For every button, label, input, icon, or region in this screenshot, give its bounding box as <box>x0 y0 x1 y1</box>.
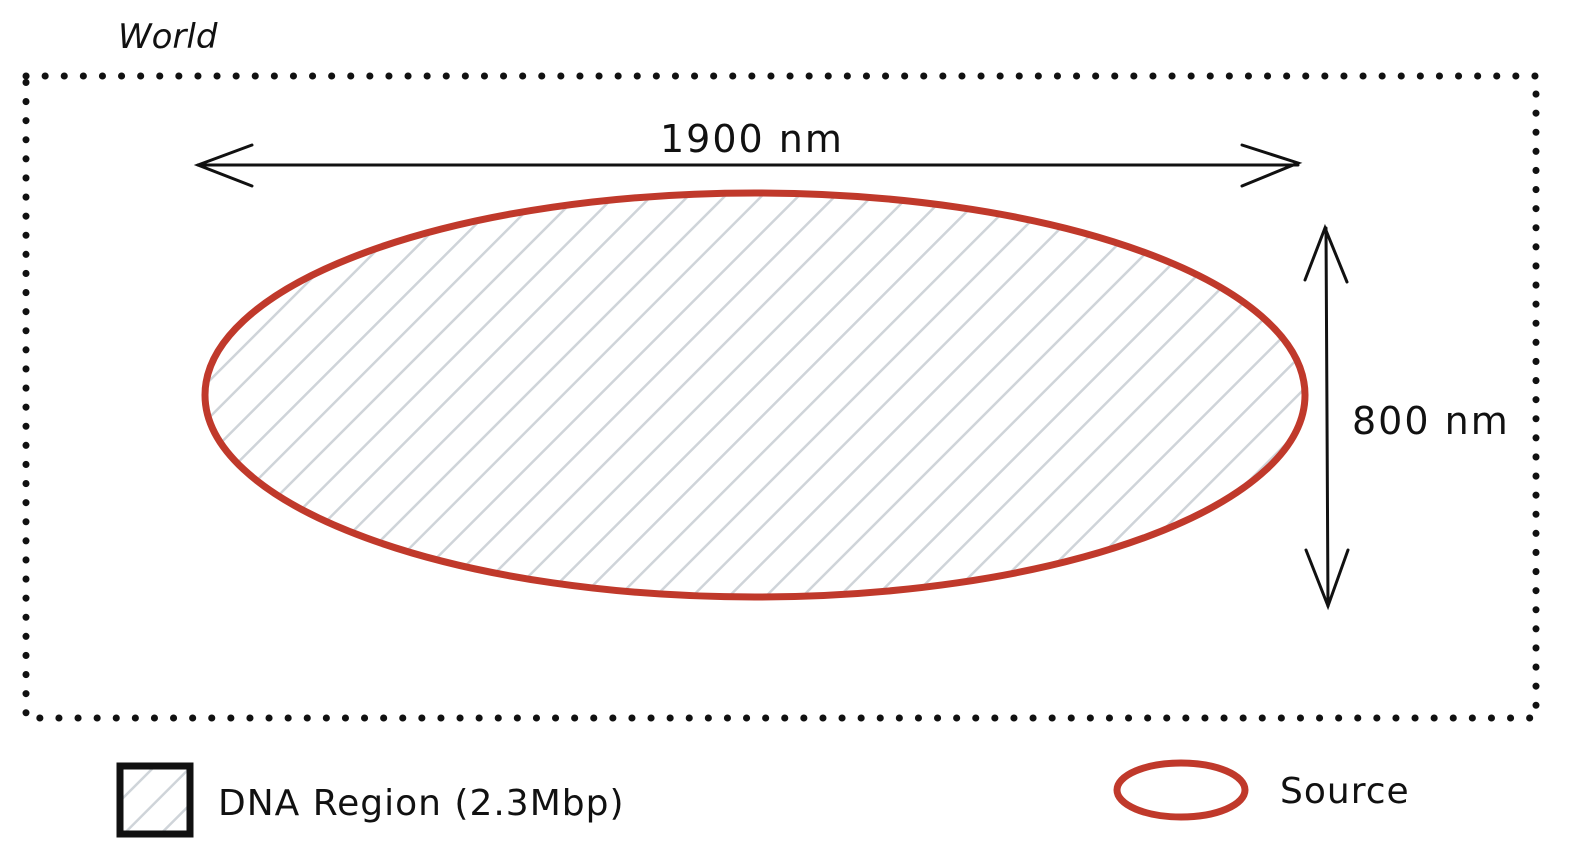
height-label: 800 nm <box>1352 399 1510 443</box>
world-boundary <box>22 72 1540 722</box>
legend-dna-region-swatch <box>116 762 194 838</box>
legend-dna-region: DNA Region (2.3Mbp) <box>116 762 625 838</box>
width-dimension-arrow <box>193 143 1303 188</box>
world-label: World <box>118 17 218 57</box>
legend-source: Source <box>1113 759 1410 821</box>
dna-region-source <box>201 189 1309 601</box>
legend-dna-region-label: DNA Region (2.3Mbp) <box>218 783 625 824</box>
height-dimension-arrow <box>1303 223 1350 611</box>
legend-source-label: Source <box>1280 771 1410 812</box>
legend-dna-region-swatch-fill <box>120 766 190 834</box>
legend-source-swatch <box>1113 759 1249 821</box>
width-label: 1900 nm <box>660 117 844 161</box>
dna-region-hatch <box>205 193 1305 597</box>
source-ellipse <box>201 189 1309 601</box>
